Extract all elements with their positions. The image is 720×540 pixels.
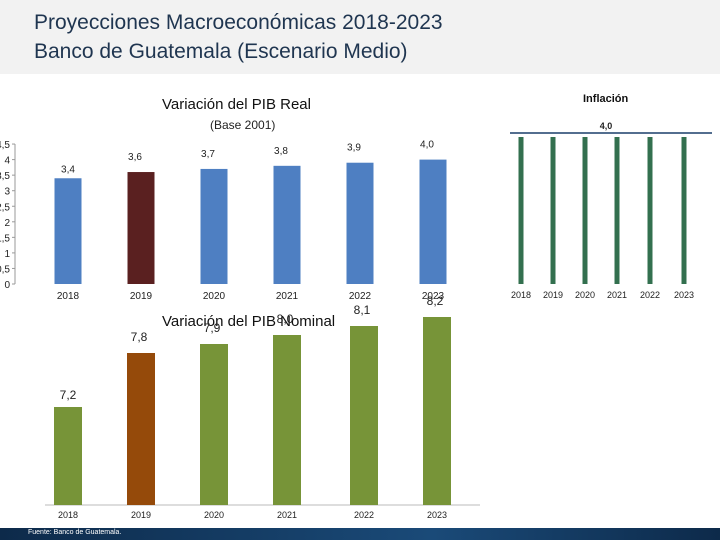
pib-real-y-tick: 0,5 — [0, 264, 10, 275]
pib-real-bar-2018 — [54, 178, 82, 284]
inflacion-x-tick: 2022 — [640, 290, 660, 300]
pib-real-y-tick: 3 — [4, 187, 10, 198]
pib-nominal-data-label: 8,0 — [277, 312, 294, 326]
inflacion-x-tick: 2019 — [543, 290, 563, 300]
inflacion-bar-2021 — [614, 137, 620, 284]
pib-real-y-tick: 4 — [4, 156, 10, 167]
inflacion-bar-2020 — [582, 137, 588, 284]
pib-real-x-tick: 2021 — [276, 291, 299, 302]
pib-real-y-tick: 2,5 — [0, 202, 10, 213]
pib-real-x-tick: 2023 — [422, 291, 445, 302]
pib-real-x-tick: 2022 — [349, 291, 372, 302]
pib-nominal-bar-2022 — [350, 326, 378, 505]
inflacion-bar-2022 — [647, 137, 653, 284]
pib-real-bar-2019 — [127, 172, 155, 284]
inflacion-bar-2018 — [518, 137, 524, 284]
pib-real-data-label: 3,7 — [201, 149, 215, 160]
inflacion-data-label: 4,0 — [600, 121, 613, 131]
pib-nominal-x-tick: 2019 — [131, 510, 151, 520]
pib-nominal-data-label: 7,9 — [204, 321, 221, 335]
inflacion-x-tick: 2018 — [511, 290, 531, 300]
pib-real-bar-2020 — [200, 168, 228, 284]
pib-real-y-tick: 0 — [4, 280, 10, 291]
pib-real-title: Variación del PIB Real — [162, 96, 311, 113]
pib-real-bar-2022 — [346, 162, 374, 284]
footer-bar — [0, 528, 720, 540]
pib-nominal-data-label: 7,8 — [131, 330, 148, 344]
pib-real-y-tick: 1 — [4, 249, 10, 260]
pib-nominal-x-tick: 2023 — [427, 510, 447, 520]
pib-real-x-tick: 2020 — [203, 291, 226, 302]
pib-real-data-label: 3,9 — [347, 143, 361, 154]
pib-nominal-x-tick: 2022 — [354, 510, 374, 520]
pib-real-data-label: 3,8 — [274, 146, 288, 157]
pib-nominal-data-label: 8,1 — [354, 303, 371, 317]
pib-real-bar-2021 — [273, 165, 301, 284]
pib-nominal-bar-2020 — [200, 344, 228, 505]
page-title: Proyecciones Macroeconómicas 2018-2023 — [34, 11, 443, 34]
inflacion-bar-2019 — [550, 137, 556, 284]
inflacion-title: Inflación — [583, 93, 629, 105]
pib-nominal-bar-2019 — [127, 353, 155, 505]
pib-real-y-tick: 2 — [4, 218, 10, 229]
pib-real-y-tick: 3,5 — [0, 171, 10, 182]
pib-nominal-x-tick: 2018 — [58, 510, 78, 520]
pib-nominal-bar-2018 — [54, 407, 82, 505]
pib-nominal-x-tick: 2021 — [277, 510, 297, 520]
pib-real-y-tick: 1,5 — [0, 233, 10, 244]
pib-nominal-x-tick: 2020 — [204, 510, 224, 520]
pib-real-y-tick: 4,5 — [0, 140, 10, 151]
pib-real-bar-2023 — [419, 159, 447, 284]
pib-nominal-title: Variación del PIB Nominal — [162, 313, 336, 330]
pib-real-subtitle: (Base 2001) — [210, 118, 276, 132]
pib-real-data-label: 3,4 — [61, 164, 75, 175]
inflacion-x-tick: 2020 — [575, 290, 595, 300]
inflacion-x-tick: 2021 — [607, 290, 627, 300]
pib-nominal-data-label: 8,2 — [427, 294, 444, 308]
pib-real-data-label: 3,6 — [128, 152, 142, 163]
footer-source: Fuente: Banco de Guatemala. — [28, 529, 122, 536]
header-band — [0, 0, 720, 74]
pib-real-x-tick: 2019 — [130, 291, 153, 302]
inflacion-bar-2023 — [681, 137, 687, 284]
inflacion-x-tick: 2023 — [674, 290, 694, 300]
pib-real-x-tick: 2018 — [57, 291, 80, 302]
pib-real-data-label: 4,0 — [420, 140, 434, 151]
pib-nominal-data-label: 7,2 — [60, 388, 77, 402]
pib-nominal-bar-2023 — [423, 317, 451, 505]
pib-nominal-bar-2021 — [273, 335, 301, 505]
page-subtitle: Banco de Guatemala (Escenario Medio) — [34, 40, 408, 63]
